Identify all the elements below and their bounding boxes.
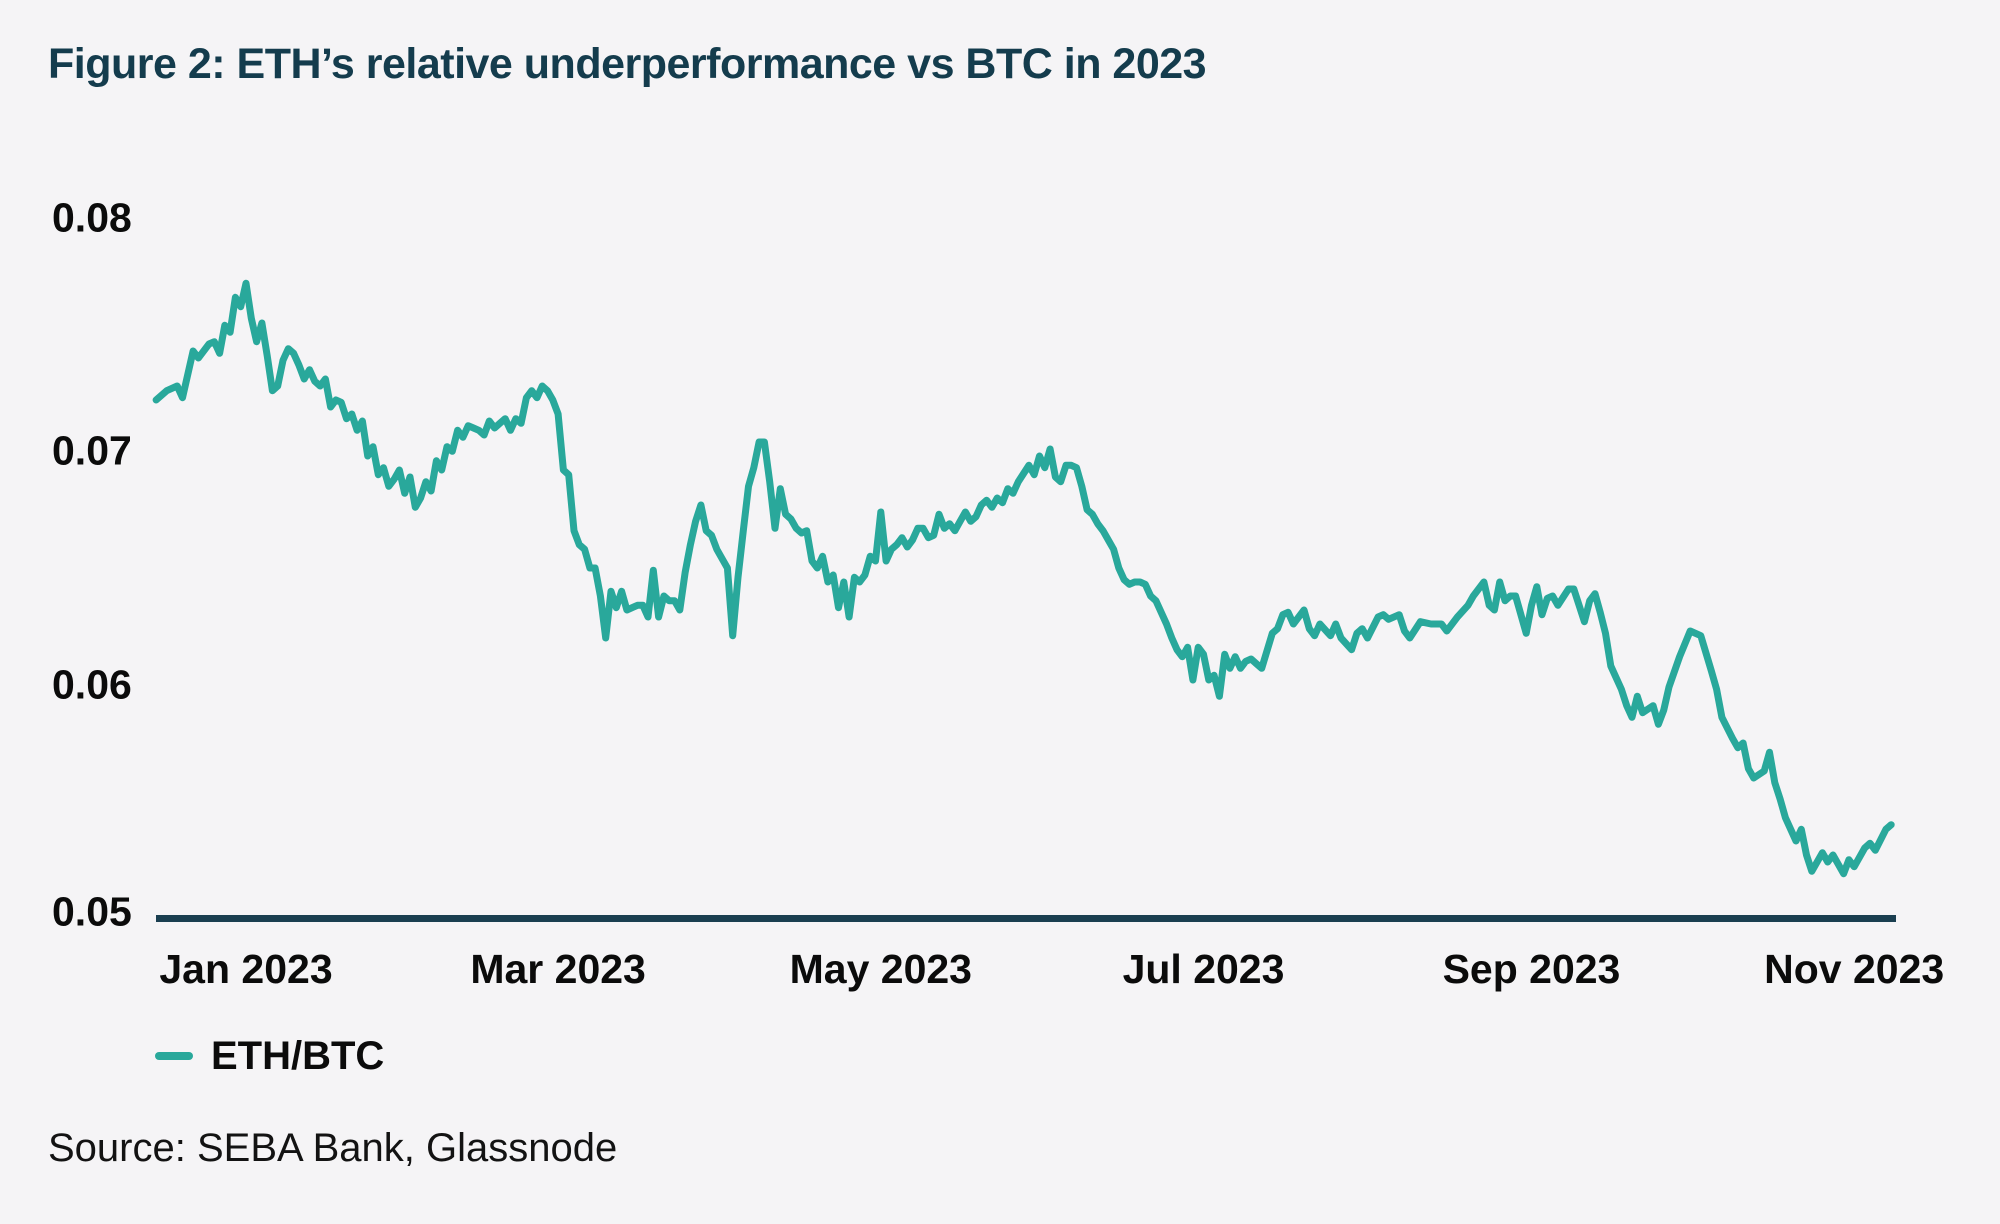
- chart-title: Figure 2: ETH’s relative underperformanc…: [48, 40, 1207, 88]
- y-tick-label-0.07: 0.07: [52, 427, 132, 474]
- y-tick-label-0.05: 0.05: [52, 888, 132, 935]
- x-tick-label-Jul-2023: Jul 2023: [1122, 946, 1285, 992]
- x-tick-label-Jan-2023: Jan 2023: [159, 946, 333, 992]
- x-tick-label-Sep-2023: Sep 2023: [1442, 946, 1621, 992]
- legend-series-label: ETH/BTC: [211, 1033, 385, 1078]
- x-axis-line: [156, 915, 1896, 922]
- y-tick-label-0.06: 0.06: [52, 661, 132, 708]
- eth-btc-line-series: [152, 279, 1895, 878]
- x-tick-label-May-2023: May 2023: [789, 946, 972, 992]
- x-tick-label-Nov-2023: Nov 2023: [1764, 946, 1945, 992]
- source-caption: Source: SEBA Bank, Glassnode: [48, 1126, 618, 1170]
- legend-line-swatch: [155, 1052, 193, 1060]
- y-tick-label-0.08: 0.08: [52, 194, 132, 241]
- x-tick-label-Mar-2023: Mar 2023: [470, 946, 646, 992]
- legend: ETH/BTC: [155, 1034, 384, 1078]
